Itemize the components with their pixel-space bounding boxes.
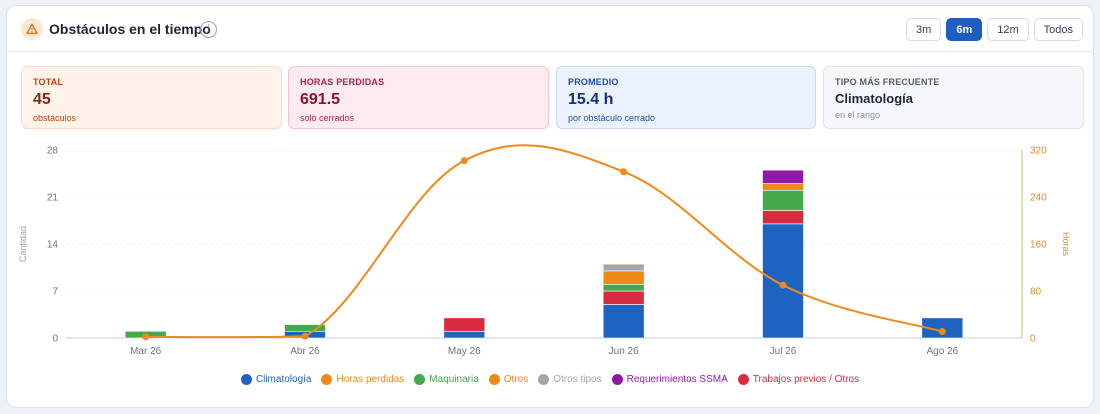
hours-point: [301, 332, 309, 340]
legend-swatch-icon: [321, 374, 333, 385]
legend-item[interactable]: Otros: [488, 374, 529, 385]
x-tick-label: Ago 26: [926, 346, 958, 357]
legend-item[interactable]: Otros tipos: [538, 374, 602, 385]
y-tick-label: 14: [47, 240, 59, 251]
stat-value: 45: [33, 91, 51, 108]
bar-segment: [443, 317, 486, 332]
y2-tick-label: 320: [1030, 146, 1047, 157]
stat-sub: solo cerrados: [300, 113, 355, 123]
stat-label: TIPO MÁS FRECUENTE: [835, 77, 940, 87]
stat-value: 15.4 h: [568, 91, 614, 108]
bar-segment: [762, 189, 804, 211]
bar-segment: [921, 317, 964, 339]
bar-segment: [602, 283, 645, 292]
legend-item[interactable]: Requerimientos SSMA: [611, 374, 728, 385]
warning-icon: [21, 18, 43, 40]
bar-segment: [762, 183, 804, 191]
bar-segment: [762, 210, 804, 225]
range-button-3m[interactable]: 3m: [906, 18, 942, 41]
hours-point: [142, 333, 150, 341]
stat-label: PROMEDIO: [568, 77, 619, 87]
hours-point: [938, 328, 946, 336]
chart-legend: Climatología Horas perdidas Maquinaria Otro…: [7, 374, 1093, 385]
x-tick-label: Jun 26: [609, 346, 639, 357]
legend-label: Otros: [503, 374, 529, 385]
stat-sub: por obstáculo cerrado: [568, 113, 656, 123]
legend-item[interactable]: Climatología: [240, 374, 312, 385]
stat-sub: obstáculos: [33, 113, 77, 123]
legend-item[interactable]: Trabajos previos / Otros: [737, 374, 860, 385]
legend-item[interactable]: Maquinaria: [414, 374, 479, 385]
y2-tick-label: 160: [1030, 240, 1047, 251]
range-button-6m[interactable]: 6m: [946, 18, 983, 41]
y-tick-label: 7: [52, 287, 58, 298]
legend-label: Requerimientos SSMA: [626, 374, 728, 385]
stat-promedio: PROMEDIO 15.4 h por obstáculo cerrado: [556, 66, 816, 129]
x-tick-label: Jul 26: [770, 346, 797, 357]
legend-swatch-icon: [240, 374, 252, 385]
info-icon[interactable]: i: [200, 21, 217, 38]
card-header: Obstáculos en el tiempo i 3m 6m 12m Todo…: [7, 6, 1093, 52]
legend-swatch-icon: [611, 374, 623, 385]
y2-tick-label: 0: [1030, 334, 1036, 345]
bar-segment: [602, 270, 645, 285]
hours-point: [779, 281, 787, 289]
x-tick-label: May 26: [448, 346, 481, 357]
y2-axis-title: Horas: [1061, 232, 1071, 257]
obstacles-chart: 0 7 14 21 28 0 80 160 240 320 Cantidad Horas Mar 26 A…: [18, 144, 1071, 357]
bar-segment: [602, 290, 645, 305]
stat-value: 691.5: [300, 91, 341, 108]
bar-segment: [762, 223, 804, 339]
legend-swatch-icon: [414, 374, 426, 385]
legend-label: Trabajos previos / Otros: [752, 374, 860, 385]
legend-label: Climatología: [255, 374, 312, 385]
range-button-todos[interactable]: Todos: [1033, 18, 1083, 41]
stat-tipo-frecuente: TIPO MÁS FRECUENTE Climatología en el ra…: [823, 66, 1084, 129]
legend-swatch-icon: [737, 374, 749, 385]
legend-swatch-icon: [488, 374, 500, 385]
card-title: Obstáculos en el tiempo: [49, 21, 211, 37]
legend-swatch-icon: [538, 374, 550, 385]
stat-label: TOTAL: [33, 77, 64, 87]
x-tick-label: Mar 26: [130, 346, 162, 357]
obstacles-card: Obstáculos en el tiempo i 3m 6m 12m Todo…: [6, 5, 1094, 408]
bar-segment: [443, 330, 486, 339]
hours-point: [620, 168, 628, 176]
y-axis-title: Cantidad: [18, 226, 28, 262]
legend-label: Horas perdidas: [336, 374, 405, 385]
hours-point: [460, 157, 468, 165]
y-tick-label: 21: [47, 193, 59, 204]
stat-label: HORAS PERDIDAS: [300, 77, 385, 87]
legend-label: Maquinaria: [429, 374, 479, 385]
hours-line: [145, 144, 943, 339]
stat-sub: en el rango: [835, 110, 881, 120]
y2-tick-label: 80: [1030, 287, 1042, 298]
stat-value: Climatología: [835, 91, 914, 106]
legend-label: Otros tipos: [553, 374, 602, 385]
range-selector: 3m 6m 12m Todos: [906, 18, 1083, 41]
y-tick-label: 0: [52, 334, 58, 345]
stat-horas-perdidas: HORAS PERDIDAS 691.5 solo cerrados: [288, 66, 549, 129]
range-button-12m[interactable]: 12m: [987, 18, 1029, 41]
bar-segment: [602, 263, 645, 272]
y2-tick-label: 240: [1030, 193, 1047, 204]
bar-segment: [602, 304, 645, 339]
bar-segment: [762, 169, 804, 184]
x-tick-label: Abr 26: [290, 346, 320, 357]
legend-item[interactable]: Horas perdidas: [321, 374, 404, 385]
bar-segment: [284, 324, 326, 332]
stat-total: TOTAL 45 obstáculos: [21, 66, 282, 129]
y-tick-label: 28: [47, 146, 59, 157]
